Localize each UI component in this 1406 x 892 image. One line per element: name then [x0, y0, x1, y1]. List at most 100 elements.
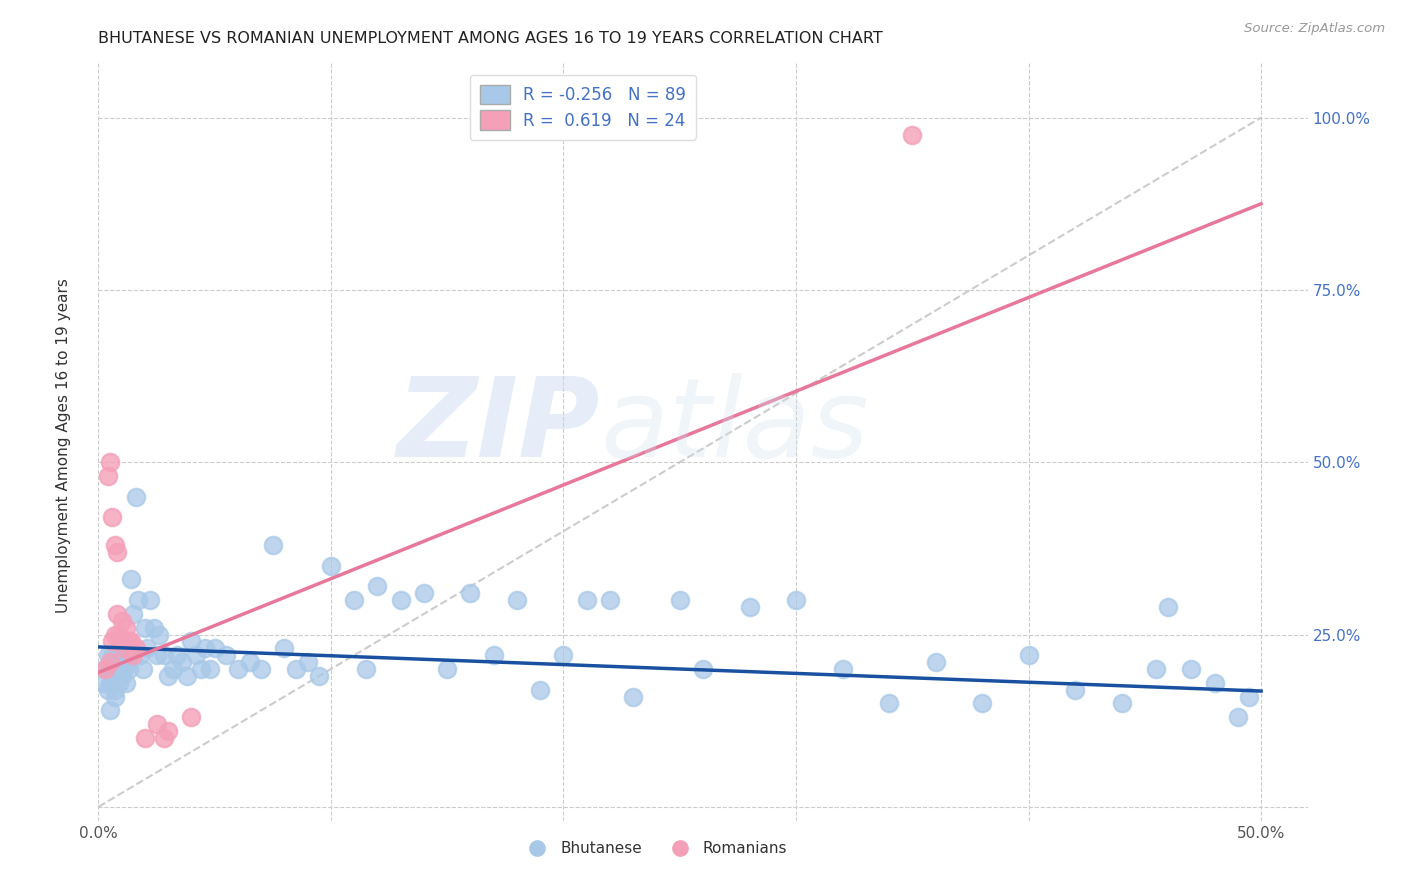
Point — [924, 655, 946, 669]
Point — [136, 641, 159, 656]
Point — [101, 669, 124, 683]
Point — [131, 662, 153, 676]
Point — [104, 682, 127, 697]
Point — [970, 697, 993, 711]
Point — [157, 724, 180, 739]
Point — [184, 648, 207, 663]
Point — [877, 697, 900, 711]
Point — [145, 717, 167, 731]
Legend: Bhutanese, Romanians: Bhutanese, Romanians — [516, 835, 793, 863]
Point — [460, 586, 482, 600]
Point — [120, 634, 142, 648]
Point — [105, 662, 128, 676]
Point — [101, 648, 124, 663]
Point — [97, 682, 120, 697]
Point — [553, 648, 575, 663]
Point — [148, 627, 170, 641]
Point — [831, 662, 853, 676]
Point — [118, 634, 141, 648]
Point — [98, 455, 121, 469]
Point — [138, 593, 160, 607]
Point — [97, 648, 120, 663]
Point — [111, 655, 134, 669]
Point — [180, 710, 202, 724]
Point — [172, 655, 194, 669]
Point — [112, 648, 135, 663]
Point — [108, 675, 131, 690]
Point — [198, 662, 221, 676]
Point — [297, 655, 319, 669]
Point — [308, 669, 330, 683]
Point — [1239, 690, 1261, 704]
Point — [145, 648, 167, 663]
Point — [118, 648, 141, 663]
Point — [98, 655, 121, 669]
Point — [101, 634, 124, 648]
Point — [105, 648, 128, 663]
Point — [108, 641, 131, 656]
Point — [1226, 710, 1249, 724]
Point — [118, 662, 141, 676]
Point — [319, 558, 342, 573]
Point — [115, 621, 138, 635]
Point — [389, 593, 412, 607]
Point — [436, 662, 458, 676]
Point — [285, 662, 308, 676]
Point — [366, 579, 388, 593]
Point — [1180, 662, 1202, 676]
Point — [104, 690, 127, 704]
Text: ZIP: ZIP — [396, 373, 600, 480]
Point — [129, 648, 152, 663]
Point — [166, 648, 188, 663]
Point — [127, 593, 149, 607]
Point — [190, 662, 212, 676]
Point — [621, 690, 644, 704]
Point — [413, 586, 436, 600]
Point — [124, 641, 146, 656]
Point — [1204, 675, 1226, 690]
Text: atlas: atlas — [600, 373, 869, 480]
Point — [104, 655, 127, 669]
Point — [204, 641, 226, 656]
Point — [98, 703, 121, 717]
Point — [1111, 697, 1133, 711]
Point — [111, 614, 134, 628]
Text: BHUTANESE VS ROMANIAN UNEMPLOYMENT AMONG AGES 16 TO 19 YEARS CORRELATION CHART: BHUTANESE VS ROMANIAN UNEMPLOYMENT AMONG… — [98, 31, 883, 46]
Point — [122, 607, 145, 621]
Point — [262, 538, 284, 552]
Point — [143, 621, 166, 635]
Point — [226, 662, 249, 676]
Point — [1157, 599, 1180, 614]
Point — [105, 607, 128, 621]
Point — [194, 641, 217, 656]
Point — [101, 510, 124, 524]
Text: Unemployment Among Ages 16 to 19 years: Unemployment Among Ages 16 to 19 years — [56, 278, 70, 614]
Point — [98, 675, 121, 690]
Point — [343, 593, 366, 607]
Point — [273, 641, 295, 656]
Point — [108, 627, 131, 641]
Point — [738, 599, 761, 614]
Point — [162, 662, 184, 676]
Text: Source: ZipAtlas.com: Source: ZipAtlas.com — [1244, 22, 1385, 36]
Point — [94, 662, 117, 676]
Point — [98, 662, 121, 676]
Point — [529, 682, 551, 697]
Point — [152, 648, 174, 663]
Point — [105, 545, 128, 559]
Point — [785, 593, 807, 607]
Point — [120, 573, 142, 587]
Point — [111, 669, 134, 683]
Point — [152, 731, 174, 745]
Point — [134, 621, 156, 635]
Point — [1064, 682, 1087, 697]
Point — [215, 648, 238, 663]
Point — [97, 469, 120, 483]
Point — [575, 593, 598, 607]
Point — [91, 675, 114, 690]
Point — [482, 648, 505, 663]
Point — [104, 627, 127, 641]
Point — [112, 662, 135, 676]
Point — [901, 128, 924, 142]
Point — [1018, 648, 1040, 663]
